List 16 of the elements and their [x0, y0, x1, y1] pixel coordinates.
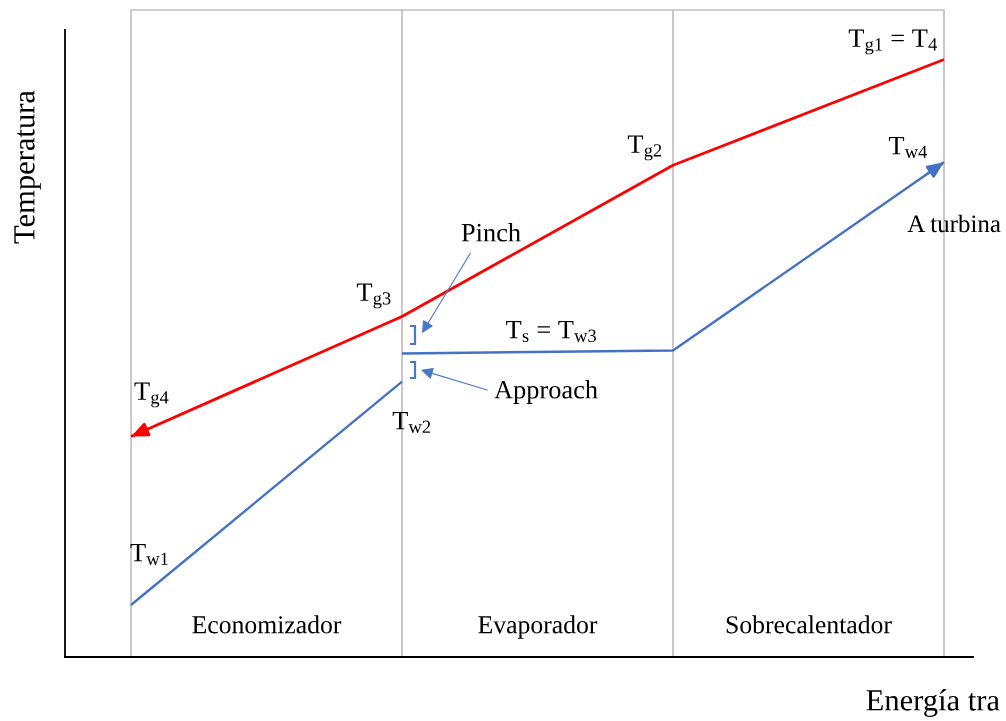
text: T$_{g1}$ = T$_{4}$ — [848, 29, 938, 55]
annotation: Evaporador — [478, 615, 598, 639]
annotation: A turbina — [907, 214, 1001, 233]
annotation: T$_{w1}$ — [130, 543, 168, 566]
annotation: Sobrecalentador — [726, 615, 892, 634]
x-axis-title: Energía tra — [866, 689, 1000, 717]
annotation: Economizador — [192, 615, 342, 634]
annotation: Approach — [494, 380, 598, 404]
annotation: T$_{w2}$ — [392, 411, 431, 434]
annotation: T$_{w4}$ — [888, 136, 928, 159]
annotation: Pinch — [461, 223, 521, 242]
y-axis-title: Temperatura — [14, 90, 41, 244]
annotation: T$_{g4}$ — [134, 382, 169, 408]
annotation: T$_{g2}$ — [627, 135, 662, 161]
annotation: T$_{s}$ = T$_{w3}$ — [506, 320, 596, 343]
annotation: T$_{g3}$ — [356, 283, 391, 309]
